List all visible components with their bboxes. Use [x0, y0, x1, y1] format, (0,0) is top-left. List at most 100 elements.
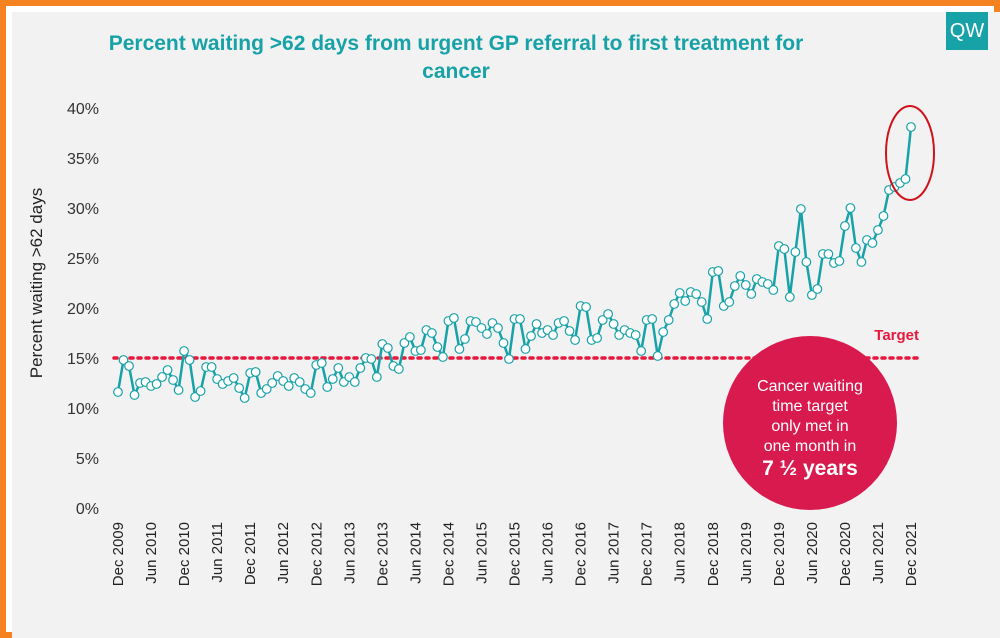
data-point	[762, 279, 773, 289]
data-point	[228, 373, 239, 383]
chart-title: Percent waiting >62 days from urgent GP …	[108, 32, 804, 83]
data-point	[845, 203, 856, 213]
x-tick-label: Dec 2021	[903, 522, 920, 586]
x-tick-label: Dec 2014	[440, 522, 457, 586]
x-tick-label: Dec 2019	[771, 522, 788, 586]
data-point	[129, 390, 140, 400]
annotation-text: time target	[772, 398, 848, 415]
x-tick-label: Dec 2017	[639, 522, 656, 586]
data-point	[261, 384, 272, 394]
data-point	[366, 354, 377, 364]
data-point	[795, 204, 806, 214]
x-tick-label: Dec 2020	[837, 522, 854, 586]
data-point	[735, 271, 746, 281]
data-point	[724, 297, 735, 307]
data-point	[162, 365, 173, 375]
y-tick-label: 30%	[67, 201, 99, 218]
data-point	[806, 290, 817, 300]
data-point	[504, 354, 514, 364]
data-point	[206, 362, 217, 372]
x-tick-label: Jun 2015	[473, 522, 490, 584]
data-point	[779, 244, 790, 254]
data-point	[476, 323, 487, 333]
x-tick-label: Jun 2020	[804, 522, 821, 584]
y-tick-label: 5%	[76, 451, 99, 468]
x-tick-label: Dec 2009	[110, 522, 127, 586]
data-point	[173, 385, 184, 395]
data-point	[454, 344, 465, 354]
data-point	[790, 247, 801, 257]
y-tick-label: 10%	[67, 401, 99, 418]
x-tick-label: Jun 2019	[738, 522, 755, 584]
data-point	[190, 392, 200, 402]
data-point	[597, 315, 608, 325]
data-point	[581, 302, 591, 312]
data-point	[531, 319, 542, 329]
annotation-text: only met in	[771, 418, 848, 435]
x-tick-label: Jun 2012	[275, 522, 292, 584]
data-point	[157, 372, 167, 382]
data-point	[371, 372, 382, 382]
data-point	[878, 211, 889, 221]
x-tick-label: Dec 2015	[507, 522, 524, 586]
data-point	[515, 314, 525, 324]
y-tick-label: 0%	[76, 501, 99, 518]
data-point	[669, 299, 680, 309]
data-point	[382, 343, 393, 353]
data-point	[812, 284, 823, 294]
data-point	[250, 367, 261, 377]
data-point	[283, 381, 294, 391]
data-point	[570, 335, 580, 345]
data-point	[179, 346, 189, 356]
x-tick-label: Jun 2013	[341, 522, 358, 584]
data-point	[168, 375, 178, 385]
data-point	[784, 292, 795, 302]
highlight-ring	[885, 105, 935, 201]
data-point	[438, 352, 448, 362]
x-tick-label: Dec 2016	[573, 522, 590, 586]
x-tick-label: Jun 2010	[143, 522, 160, 584]
data-point	[267, 378, 278, 388]
data-point	[460, 334, 470, 344]
data-point	[432, 342, 443, 352]
data-point	[663, 315, 674, 325]
data-point	[630, 330, 641, 340]
annotation-bubble: Cancer waiting time target only met in one …	[723, 336, 897, 510]
data-point	[768, 285, 779, 295]
data-point	[349, 377, 360, 387]
data-point	[658, 327, 669, 337]
data-point	[327, 374, 338, 384]
data-point	[305, 388, 316, 398]
data-point	[696, 297, 707, 307]
data-point	[415, 345, 426, 355]
data-point	[713, 266, 724, 276]
x-tick-label: Dec 2011	[242, 522, 259, 585]
data-point	[674, 288, 685, 298]
x-tick-label: Jun 2018	[672, 522, 689, 584]
data-point	[294, 377, 305, 387]
data-point	[322, 382, 333, 392]
data-point	[746, 289, 757, 299]
x-tick-label: Dec 2013	[374, 522, 391, 586]
data-point	[900, 174, 911, 184]
data-point	[867, 238, 878, 248]
plot-background	[12, 12, 1000, 638]
data-point	[399, 338, 410, 348]
data-point	[652, 351, 663, 361]
data-point	[520, 344, 531, 354]
x-tick-label: Jun 2014	[407, 522, 424, 584]
data-point	[647, 314, 658, 324]
data-point	[482, 329, 492, 339]
y-tick-label: 25%	[67, 251, 99, 268]
data-point	[498, 338, 509, 348]
y-tick-label: 35%	[67, 151, 99, 168]
y-axis-label: Percent waiting >62 days	[27, 188, 46, 378]
data-point	[740, 280, 751, 290]
data-point	[113, 387, 123, 397]
data-point	[680, 296, 691, 306]
data-point	[592, 333, 603, 343]
data-point	[856, 257, 867, 267]
data-point	[729, 281, 740, 291]
data-point	[548, 330, 558, 340]
